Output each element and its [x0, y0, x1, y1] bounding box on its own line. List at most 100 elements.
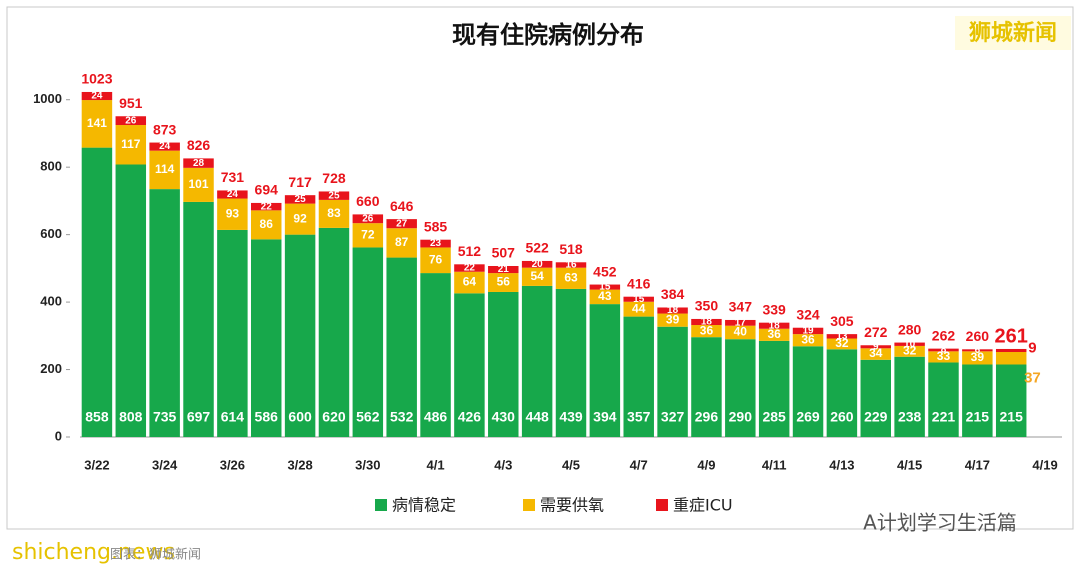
bar-segment [183, 201, 214, 437]
segment-label: 9 [873, 341, 879, 352]
x-tick-label: 4/1 [427, 457, 445, 472]
bar-segment [691, 337, 722, 437]
bar-segment [81, 100, 113, 148]
segment-label: 17 [735, 317, 747, 328]
segment-label: 36 [700, 323, 714, 337]
total-label: 512 [458, 243, 482, 259]
bar-segment [454, 264, 485, 272]
total-label: 324 [796, 306, 820, 322]
x-tick-label: 3/24 [152, 457, 178, 472]
segment-label: 101 [189, 177, 209, 191]
x-tick-label: 4/7 [630, 457, 648, 472]
segment-label: 808 [119, 409, 143, 425]
bar-segment [521, 285, 553, 437]
segment-label: 63 [564, 270, 578, 284]
segment-label: 39 [971, 350, 985, 364]
segment-label: 19 [802, 326, 814, 337]
total-label: 339 [762, 301, 786, 317]
bar-segment [318, 227, 350, 437]
segment-label: 24 [91, 91, 103, 102]
bar-segment [860, 359, 891, 437]
bar-segment [894, 342, 925, 346]
segment-label: 22 [464, 263, 476, 274]
bar-segment [149, 142, 180, 151]
bar-segment [149, 189, 180, 437]
total-label: 384 [661, 286, 685, 302]
bar-segment [217, 190, 248, 199]
bar-segment [826, 349, 858, 437]
segment-label: 15 [633, 294, 645, 305]
bar-segment [555, 288, 587, 437]
bar-segment [555, 267, 587, 289]
total-label: 728 [322, 170, 346, 186]
segment-label: 697 [187, 409, 211, 425]
segment-label: 562 [356, 409, 380, 425]
bar-segment [352, 223, 384, 248]
segment-label: 532 [390, 409, 414, 425]
bar-segment [454, 271, 485, 294]
bar-segment [115, 125, 147, 165]
segment-label: 32 [903, 344, 917, 358]
segment-label: 290 [729, 409, 753, 425]
y-tick-label: 1000 [33, 91, 62, 106]
x-tick-label: 4/5 [562, 457, 580, 472]
total-label: 261 [995, 325, 1028, 347]
bar-segment [792, 327, 824, 335]
bar-segment [928, 348, 959, 352]
segment-label: 10 [904, 339, 916, 350]
total-label: 272 [864, 324, 888, 340]
total-label: 416 [627, 275, 651, 291]
segment-label: 260 [830, 409, 854, 425]
bar-segment [115, 164, 147, 437]
bar-segment [420, 273, 451, 437]
segment-label: 18 [769, 320, 781, 331]
segment-label: 37 [1024, 369, 1041, 386]
bar-segment [995, 352, 1027, 365]
segment-label: 586 [255, 409, 279, 425]
bar-segment [826, 338, 858, 350]
segment-label: 238 [898, 409, 922, 425]
segment-label: 92 [293, 211, 307, 225]
bar-segment [488, 291, 519, 437]
bar-segment [725, 339, 756, 437]
total-label: 646 [390, 198, 414, 214]
segment-label: 26 [125, 115, 137, 126]
y-tick-label: 200 [40, 361, 62, 376]
bar-segment [894, 345, 925, 357]
legend-swatch [523, 499, 535, 511]
y-tick-label: 0 [55, 428, 62, 443]
bar-segment [183, 158, 214, 168]
bar-segment [758, 322, 790, 329]
bar-segment [386, 257, 417, 437]
segment-label: 141 [87, 116, 107, 130]
segment-label: 34 [869, 346, 883, 360]
x-tick-label: 4/11 [762, 457, 787, 472]
x-tick-label: 4/13 [829, 457, 854, 472]
bar-segment [149, 150, 180, 190]
site-watermark: shicheng.news [12, 540, 175, 565]
x-tick-label: 4/9 [697, 457, 715, 472]
segment-label: 13 [836, 331, 848, 342]
bar-segment [115, 116, 147, 126]
segment-label: 439 [559, 409, 583, 425]
bar-segment [284, 234, 316, 437]
segment-label: 26 [362, 213, 374, 224]
x-tick-label: 3/28 [287, 457, 312, 472]
bar-segment [183, 167, 214, 202]
bar-segment [792, 346, 824, 437]
bar-segment [589, 304, 621, 437]
bar-segment [251, 210, 282, 240]
bar-segment [928, 362, 959, 437]
bar-segment [386, 228, 417, 258]
segment-label: 735 [153, 409, 177, 425]
bar-segment [318, 199, 350, 228]
segment-label: 426 [458, 409, 482, 425]
bar-segment [589, 284, 621, 290]
bar-segment [352, 214, 384, 224]
segment-label: 43 [598, 289, 612, 303]
segment-label: 24 [159, 141, 171, 152]
segment-label: 23 [430, 238, 442, 249]
segment-label: 215 [966, 409, 990, 425]
bar-segment [758, 340, 790, 437]
segment-label: 33 [937, 349, 951, 363]
